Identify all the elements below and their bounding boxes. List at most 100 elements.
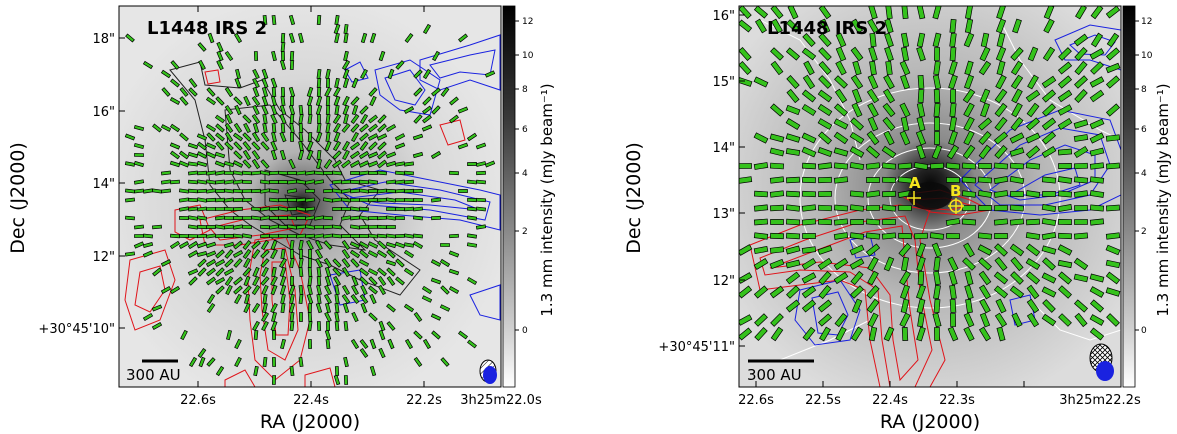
polarization-vector [288,32,296,44]
polarization-vector [341,179,351,185]
polarization-vector [205,123,217,133]
polarization-vector [900,74,910,90]
polarization-vector [331,170,343,176]
polarization-vector [180,329,188,341]
polarization-vector [359,198,369,202]
polarization-vector [169,97,181,105]
polarization-vector [754,313,768,327]
polarization-vector [368,123,378,133]
polarization-vector [287,234,297,238]
polarization-vector [279,275,287,287]
polarization-vector [1074,162,1088,170]
polarization-vector [932,74,942,90]
polarization-vector [324,275,332,287]
polarization-vector [253,51,259,61]
polarization-vector [753,285,769,299]
polarization-vector [160,188,172,194]
polarization-vector [403,170,415,176]
polarization-vector [963,116,975,132]
polarization-vector [440,87,450,97]
polarization-vector [270,149,278,161]
polarization-vector [1073,232,1089,240]
polarization-vector [917,88,925,104]
polarization-vector [897,176,913,184]
polarization-vector [368,188,378,194]
polarization-vector [1058,232,1072,240]
polarization-vector [866,130,880,146]
polarization-vector [753,245,769,255]
polarization-vector [818,190,832,198]
polarization-vector [949,32,957,48]
polarization-vector [307,303,313,313]
polarization-vector [262,122,268,134]
polarization-vector [169,160,181,168]
polarization-vector [753,204,769,212]
polarization-vector [349,141,361,151]
polarization-vector [280,51,286,61]
polarization-vector [962,144,976,160]
polarization-vector [359,113,369,125]
polarization-vector [395,170,405,176]
polarization-vector [817,162,833,170]
polarization-vector [901,256,909,272]
polarization-vector [413,311,423,323]
polarization-vector [753,76,769,88]
polarization-vector [769,176,785,184]
polarization-vector [817,146,833,158]
polarization-vector [785,204,801,212]
polarization-vector [1105,271,1121,285]
polarization-vector [1057,117,1073,131]
polarization-vector [770,313,784,327]
polarization-vector [308,249,312,259]
polarization-vector [252,275,260,287]
polarization-vector [421,124,433,132]
polarization-vector [962,257,976,271]
polarization-vector [134,152,144,158]
polarization-vector [449,114,459,124]
polarization-vector [770,219,784,225]
polarization-vector [867,256,879,272]
polarization-vector [315,131,323,143]
polarization-vector [242,114,252,124]
polarization-vector [817,245,833,255]
polarization-vector [124,251,136,257]
polarization-vector [466,233,478,239]
polarization-vector [377,150,387,160]
polarization-vector [421,295,433,303]
polarization-vector [260,141,270,151]
polarization-vector [818,60,832,76]
left-cbar-tick-0: 0 [522,326,528,336]
polarization-vector [802,176,816,184]
polarization-vector [316,276,322,286]
polarization-vector [317,114,321,124]
polarization-vector [359,249,369,259]
polarization-vector [369,293,377,305]
polarization-vector [403,267,415,277]
polarization-vector [243,302,251,314]
polarization-vector [1027,74,1039,90]
polarization-vector [242,216,252,220]
polarization-vector [850,285,864,299]
polarization-vector [475,161,487,167]
polarization-vector [334,32,340,44]
polarization-vector [1090,61,1104,75]
polarization-vector [739,6,752,19]
polarization-vector [351,284,359,296]
polarization-vector [1089,176,1105,184]
polarization-vector [197,267,207,277]
polarization-vector [1074,219,1088,225]
polarization-vector [160,286,172,294]
polarization-vector [739,327,753,341]
polarization-vector [205,241,217,249]
polarization-vector [1105,244,1121,256]
polarization-vector [833,147,849,157]
polarization-vector [430,150,442,160]
polarization-vector [187,151,199,159]
polarization-vector [350,258,360,268]
marker-b-label: B [950,182,961,200]
polarization-vector [359,123,369,133]
polarization-vector [242,188,252,194]
polarization-vector [965,6,973,20]
polarization-vector [170,78,180,88]
polarization-vector [242,179,252,185]
